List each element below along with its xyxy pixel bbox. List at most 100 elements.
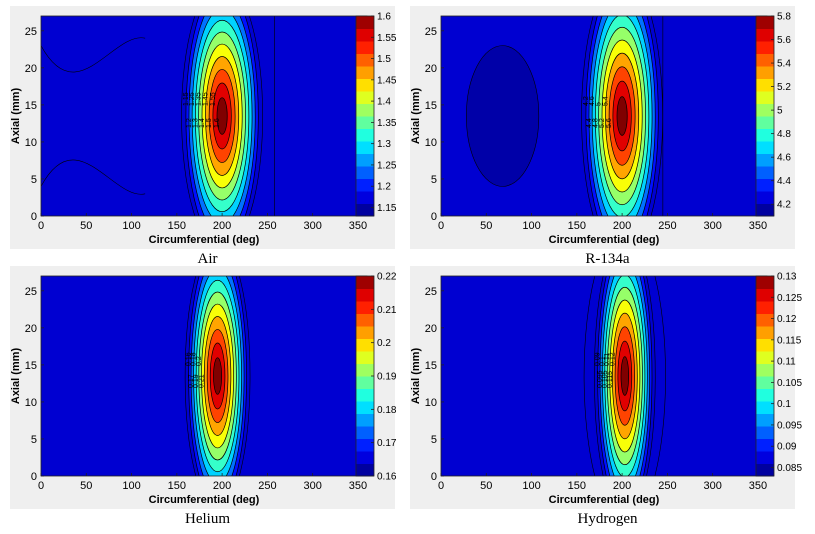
colorbar-band bbox=[356, 41, 374, 54]
contour-value-label: 1.45 bbox=[202, 92, 209, 106]
outer-contour-line bbox=[594, 276, 656, 476]
colorbar-band bbox=[356, 463, 374, 477]
colorbar-band bbox=[756, 288, 774, 302]
colorbar-band bbox=[756, 326, 774, 339]
x-tick-label: 0 bbox=[438, 480, 444, 492]
contour-band bbox=[216, 97, 228, 135]
y-tick-label: 5 bbox=[31, 434, 37, 446]
colorbar-band bbox=[356, 53, 374, 67]
colorbar-band bbox=[356, 166, 374, 179]
colorbar-band bbox=[756, 463, 774, 477]
colorbar-band bbox=[756, 438, 774, 452]
r134a-contour-panel: 4.2 4.4 4.6 4.8 5 5.2 5.4 5.6 0 50 100 150 200 250 300… bbox=[410, 6, 805, 264]
colorbar-band bbox=[756, 203, 774, 217]
x-tick-label: 0 bbox=[438, 220, 444, 232]
contour-band bbox=[213, 357, 223, 395]
contour-value-label: 5 bbox=[596, 102, 603, 106]
x-tick-label: 200 bbox=[213, 480, 231, 492]
y-axis-label: Axial (mm) bbox=[410, 348, 422, 405]
outer-contour-line bbox=[184, 276, 251, 476]
colorbar-band bbox=[756, 376, 774, 389]
contour-line-lower bbox=[41, 159, 146, 195]
colorbar-band bbox=[356, 28, 374, 42]
y-tick-label: 5 bbox=[31, 174, 37, 186]
colorbar-tick-label: 0.18 bbox=[377, 405, 397, 416]
contour-value-label: 0.19 bbox=[193, 374, 200, 388]
colorbar-tick-label: 0.19 bbox=[377, 372, 397, 383]
colorbar-tick-label: 1.55 bbox=[377, 33, 397, 44]
r134a-contour-chart: 4.24.44.64.855.25.45.60 50 100 150 200 250 300… bbox=[410, 6, 795, 249]
y-tick-label: 20 bbox=[425, 63, 437, 75]
contour-value-label: 0.11 bbox=[604, 353, 611, 366]
colorbar-tick-label: 0.13 bbox=[777, 272, 797, 283]
x-tick-label: 0 bbox=[38, 220, 44, 232]
contour-value-label: 1.25 bbox=[189, 92, 196, 106]
x-tick-label: 100 bbox=[122, 220, 140, 232]
colorbar-band bbox=[756, 53, 774, 67]
contour-value-label: 5.4 bbox=[602, 96, 609, 106]
y-tick-label: 10 bbox=[25, 397, 37, 409]
colorbar-band bbox=[356, 153, 374, 167]
x-tick-label: 150 bbox=[168, 220, 186, 232]
contour-value-label: 1.55 bbox=[210, 92, 217, 106]
contour-value-label: 0.105 bbox=[602, 370, 609, 388]
contour-value-label: 0.2 bbox=[196, 356, 203, 366]
x-axis-label: Circumferential (deg) bbox=[149, 494, 260, 506]
y-axis-label: Axial (mm) bbox=[10, 348, 22, 405]
contour-value-label: 0.17 bbox=[188, 374, 195, 388]
colorbar-band bbox=[356, 426, 374, 439]
x-tick-label: 250 bbox=[658, 480, 676, 492]
outer-contour-line bbox=[181, 16, 263, 216]
x-tick-label: 300 bbox=[303, 480, 321, 492]
colorbar-band bbox=[356, 128, 374, 142]
colorbar-band bbox=[356, 401, 374, 414]
colorbar-tick-label: 0.115 bbox=[777, 335, 802, 346]
contour-value-label: 1.5 bbox=[206, 118, 213, 128]
colorbar-tick-label: 4.4 bbox=[777, 176, 791, 187]
colorbar-band bbox=[756, 78, 774, 92]
colorbar-band bbox=[756, 41, 774, 54]
contour-value-label: 4.4 bbox=[586, 118, 593, 128]
colorbar-band bbox=[756, 451, 774, 464]
colorbar-band bbox=[756, 166, 774, 179]
low-region-contour bbox=[466, 45, 540, 187]
colorbar-band bbox=[756, 351, 774, 364]
colorbar-band bbox=[356, 116, 374, 129]
air-contour-panel: 1.15 1.2 1.25 1.3 1.35 1.4 1.45 1.5 1.55 1.6 0 50 10… bbox=[10, 6, 405, 264]
hydrogen-caption: Hydrogen bbox=[577, 511, 638, 527]
colorbar-tick-label: 0.17 bbox=[377, 438, 397, 449]
contour-band bbox=[620, 356, 630, 396]
colorbar-band bbox=[356, 141, 374, 154]
y-tick-label: 10 bbox=[425, 397, 437, 409]
y-tick-label: 0 bbox=[431, 211, 437, 223]
contour-value-label: 0.16 bbox=[186, 352, 193, 366]
contour-value-label: 5.6 bbox=[606, 118, 613, 128]
colorbar-tick-label: 0.22 bbox=[377, 272, 397, 283]
colorbar-tick-label: 0.125 bbox=[777, 293, 802, 304]
colorbar-tick-label: 4.8 bbox=[777, 129, 791, 140]
colorbar-band bbox=[356, 351, 374, 364]
y-tick-label: 5 bbox=[431, 434, 437, 446]
y-axis-label: Axial (mm) bbox=[410, 88, 422, 145]
x-tick-label: 300 bbox=[703, 480, 721, 492]
colorbar-band bbox=[756, 178, 774, 192]
colorbar-tick-label: 5.4 bbox=[777, 59, 791, 70]
colorbar-tick-label: 0.085 bbox=[777, 463, 802, 474]
colorbar-band bbox=[356, 326, 374, 339]
colorbar-band bbox=[356, 313, 374, 327]
colorbar-band bbox=[356, 91, 374, 104]
colorbar-tick-label: 0.105 bbox=[777, 378, 802, 389]
contour-value-label: 4.8 bbox=[592, 118, 599, 128]
contour-value-label: 0.115 bbox=[607, 371, 614, 388]
colorbar-band bbox=[756, 116, 774, 129]
colorbar-band bbox=[356, 288, 374, 302]
colorbar-tick-label: 0.16 bbox=[377, 472, 397, 483]
colorbar-frame bbox=[755, 15, 775, 217]
colorbar-tick-label: 5 bbox=[777, 106, 783, 117]
x-tick-label: 150 bbox=[568, 480, 586, 492]
colorbar-tick-label: 0.21 bbox=[377, 305, 397, 316]
colorbar-tick-label: 1.15 bbox=[377, 203, 397, 214]
colorbar-tick-label: 5.2 bbox=[777, 82, 791, 93]
x-tick-label: 50 bbox=[80, 220, 92, 232]
y-tick-label: 20 bbox=[25, 63, 37, 75]
